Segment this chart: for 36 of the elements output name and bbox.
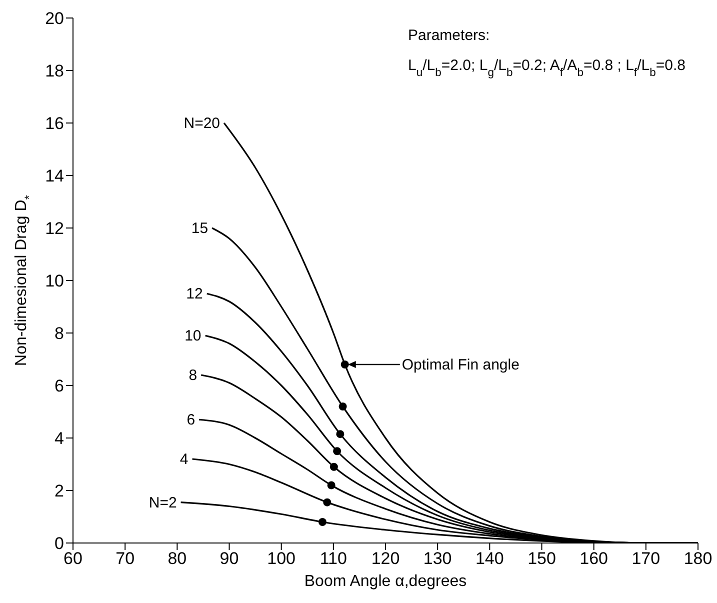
x-tick-label: 120 (371, 549, 400, 568)
series-label: 15 (191, 220, 208, 237)
series-label: 4 (180, 451, 188, 468)
y-tick-label: 16 (45, 114, 64, 134)
y-tick-label: 18 (45, 62, 64, 81)
x-tick-label: 90 (220, 549, 239, 568)
y-tick-label: 14 (45, 166, 64, 186)
y-tick-label: 0 (54, 534, 64, 554)
y-tick-label: 6 (54, 376, 64, 396)
x-tick-label: 150 (528, 549, 556, 568)
y-tick-label: 4 (54, 429, 64, 448)
x-tick-label: 160 (580, 549, 608, 568)
y-tick-label: 10 (45, 272, 64, 291)
x-tick-label: 140 (475, 549, 504, 568)
annotation: Optimal Fin angle (402, 356, 520, 374)
series-label: N=20 (184, 115, 220, 132)
x-tick-label: 180 (684, 549, 712, 568)
x-tick-label: 60 (64, 549, 82, 568)
series-label: 10 (184, 328, 202, 345)
y-tick-label: 2 (54, 482, 64, 501)
x-tick-label: 70 (116, 549, 135, 568)
x-tick-label: 130 (423, 549, 452, 568)
y-tick-label: 20 (45, 9, 64, 28)
x-tick-label: 80 (168, 549, 187, 568)
x-tick-label: 110 (320, 549, 347, 568)
x-tick-label: 170 (632, 549, 660, 568)
y-tick-label: 8 (54, 324, 64, 344)
series-label: N=2 (148, 494, 177, 512)
text: L$_{u}$/L$_{b}$=2.0; L$_{g}$/L$_{b}$=0.2; A$_{f}$/A$_{b}$=0.8 ; L$_{f}$/L$_{b}$=0.8 (408, 57, 686, 79)
annotation: Parameters: (408, 27, 490, 44)
series-label: 8 (188, 367, 198, 384)
series-label: 6 (186, 412, 196, 429)
series-label: 12 (186, 286, 203, 303)
y-tick-label: 12 (45, 219, 64, 238)
x-axis-title: Boom Angle α,degrees (304, 573, 467, 590)
x-tick-label: 100 (267, 549, 296, 568)
